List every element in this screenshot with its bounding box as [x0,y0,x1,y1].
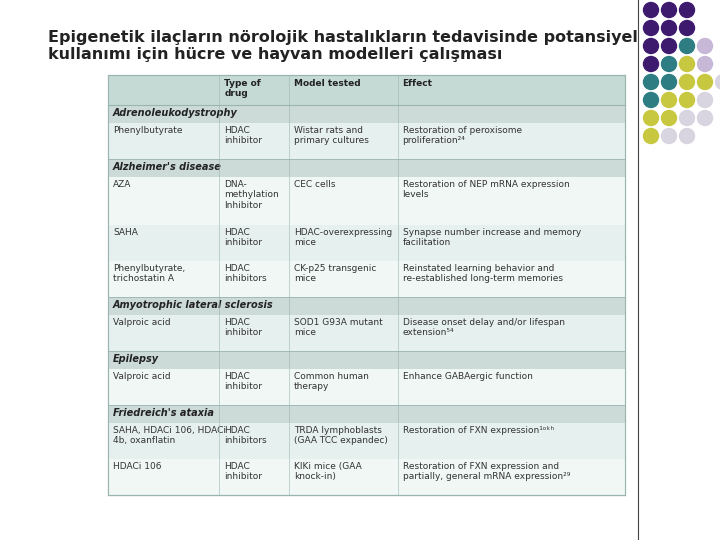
Text: HDAC
inhibitor: HDAC inhibitor [224,126,262,145]
Bar [108,459,625,495]
Text: Amyotrophic lateral sclerosis: Amyotrophic lateral sclerosis [113,300,274,310]
Bar [108,297,625,315]
Bar [108,105,625,123]
Circle shape [680,75,695,90]
Text: HDAC
inhibitors: HDAC inhibitors [224,426,267,445]
Circle shape [644,92,659,107]
Text: Alzheimer's disease: Alzheimer's disease [113,162,222,172]
Text: Epigenetik ilaçların nörolojik hastalıkların tedavisinde potansiyel: Epigenetik ilaçların nörolojik hastalıkl… [48,30,638,45]
Text: Synapse number increase and memory
facilitation: Synapse number increase and memory facil… [402,228,581,247]
Circle shape [662,111,677,125]
Circle shape [662,75,677,90]
Text: Adrenoleukodystrophy: Adrenoleukodystrophy [113,108,238,118]
Text: Valproic acid: Valproic acid [113,372,171,381]
Bar [108,315,625,351]
Bar [108,225,625,261]
Text: Restoration of FXN expression and
partially, general mRNA expression²⁹: Restoration of FXN expression and partia… [402,462,570,481]
Text: Model tested: Model tested [294,79,361,88]
Bar [108,261,625,297]
Circle shape [644,21,659,36]
Text: Friedreich's ataxia: Friedreich's ataxia [113,408,214,418]
Bar [108,177,625,225]
Text: kullanımı için hücre ve hayvan modelleri çalışması: kullanımı için hücre ve hayvan modelleri… [48,47,503,62]
Text: KIKi mice (GAA
knock-in): KIKi mice (GAA knock-in) [294,462,361,481]
Circle shape [680,21,695,36]
Text: HDAC-overexpressing
mice: HDAC-overexpressing mice [294,228,392,247]
Circle shape [698,75,713,90]
Text: HDACi 106: HDACi 106 [113,462,161,471]
Circle shape [644,3,659,17]
Bar [108,123,625,159]
Circle shape [644,75,659,90]
Text: TRDA lymphoblasts
(GAA TCC expandec): TRDA lymphoblasts (GAA TCC expandec) [294,426,388,445]
Text: HDAC
inhibitors: HDAC inhibitors [224,264,267,284]
Circle shape [662,3,677,17]
Circle shape [662,129,677,144]
Circle shape [698,111,713,125]
Circle shape [698,92,713,107]
Text: Phenylbutyrate,
trichostatin A: Phenylbutyrate, trichostatin A [113,264,185,284]
Text: Effect: Effect [402,79,433,88]
Text: Enhance GABAergic function: Enhance GABAergic function [402,372,532,381]
Circle shape [680,111,695,125]
Bar [108,159,625,177]
Text: Disease onset delay and/or lifespan
extension⁵⁴: Disease onset delay and/or lifespan exte… [402,318,564,338]
Text: Common human
therapy: Common human therapy [294,372,369,391]
Text: Type of
drug: Type of drug [224,79,261,98]
Bar [108,351,625,369]
Circle shape [698,57,713,71]
Text: Wistar rats and
primary cultures: Wistar rats and primary cultures [294,126,369,145]
Bar [108,423,625,459]
Circle shape [662,92,677,107]
Text: CEC cells: CEC cells [294,180,336,189]
Text: Restoration of FXN expression¹ᵒᵏʰ: Restoration of FXN expression¹ᵒᵏʰ [402,426,554,435]
Text: Restoration of peroxisome
proliferation²⁴: Restoration of peroxisome proliferation²… [402,126,522,145]
Text: SOD1 G93A mutant
mice: SOD1 G93A mutant mice [294,318,383,338]
Circle shape [662,21,677,36]
Circle shape [644,38,659,53]
Circle shape [662,38,677,53]
Bar [108,369,625,405]
Text: HDAC
inhibitor: HDAC inhibitor [224,462,262,481]
Text: SAHA, HDACi 106, HDACi
4b, oxanflatin: SAHA, HDACi 106, HDACi 4b, oxanflatin [113,426,226,445]
Bar [108,405,625,423]
Circle shape [716,75,720,90]
Circle shape [680,3,695,17]
Circle shape [680,92,695,107]
Circle shape [680,38,695,53]
Circle shape [698,38,713,53]
Circle shape [644,129,659,144]
Bar [108,75,625,105]
Text: SAHA: SAHA [113,228,138,237]
Circle shape [644,57,659,71]
Circle shape [662,57,677,71]
Text: Reinstated learning behavior and
re-established long-term memories: Reinstated learning behavior and re-esta… [402,264,562,284]
Text: HDAC
inhibitor: HDAC inhibitor [224,318,262,338]
Text: Restoration of NEP mRNA expression
levels: Restoration of NEP mRNA expression level… [402,180,570,199]
Text: CK-p25 transgenic
mice: CK-p25 transgenic mice [294,264,377,284]
Circle shape [644,111,659,125]
Text: Valproic acid: Valproic acid [113,318,171,327]
Bar [108,75,625,495]
Text: AZA: AZA [113,180,131,189]
Text: Epilepsy: Epilepsy [113,354,159,364]
Circle shape [680,57,695,71]
Text: HDAC
inhibitor: HDAC inhibitor [224,372,262,391]
Circle shape [680,129,695,144]
Text: HDAC
inhibitor: HDAC inhibitor [224,228,262,247]
Text: DNA-
methylation
Inhibitor: DNA- methylation Inhibitor [224,180,279,210]
Text: Phenylbutyrate: Phenylbutyrate [113,126,182,135]
